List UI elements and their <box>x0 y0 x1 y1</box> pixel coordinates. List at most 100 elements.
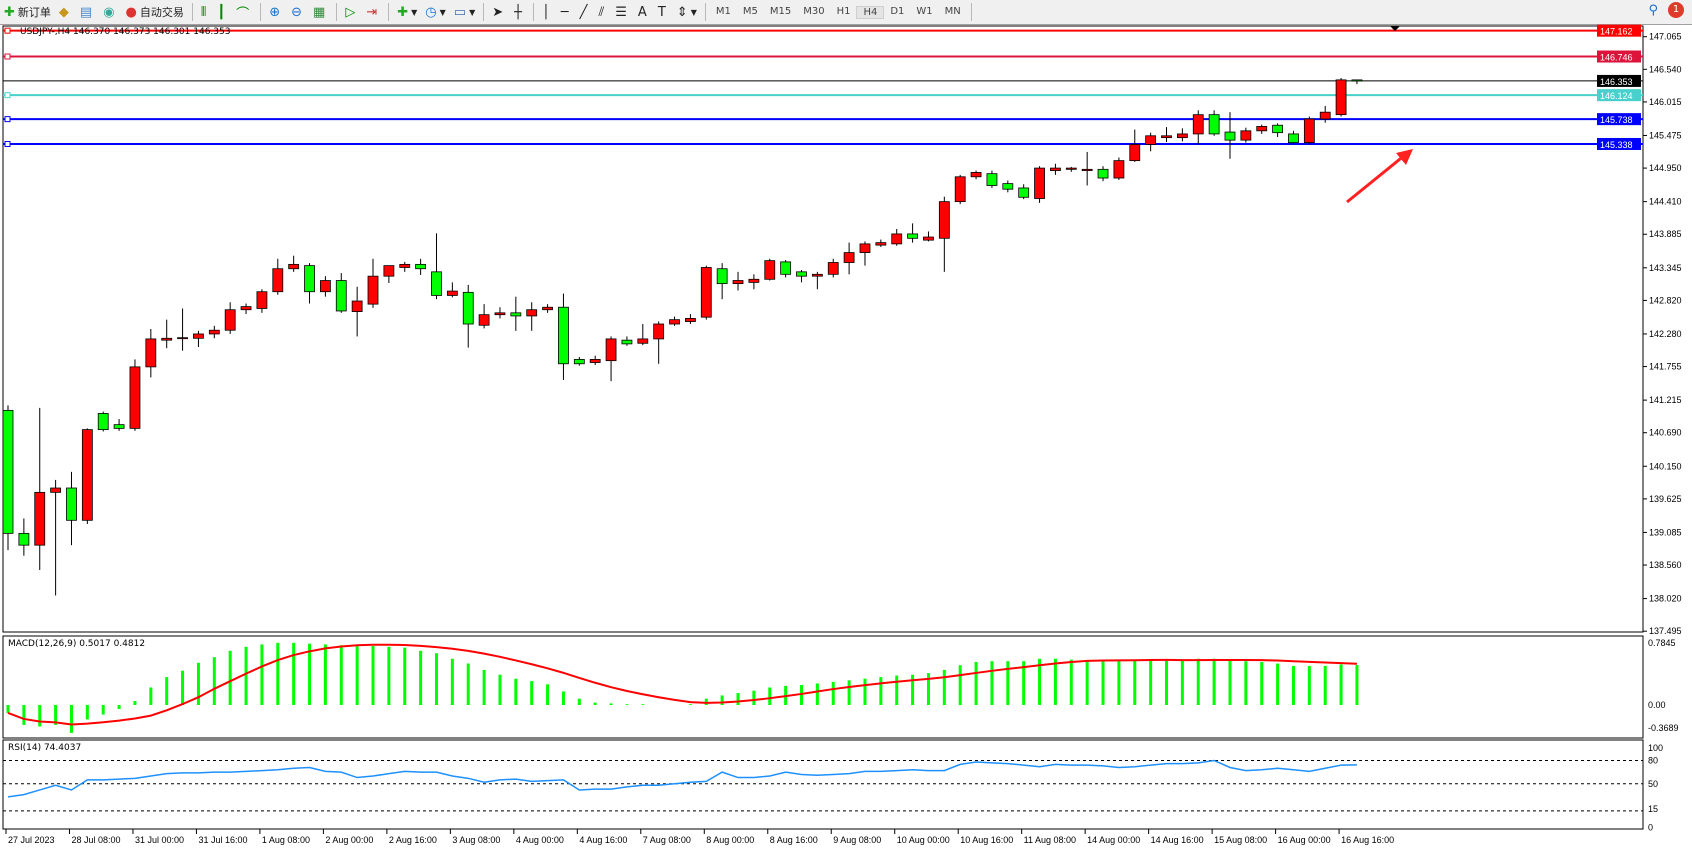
price-label-box <box>1597 50 1641 63</box>
candle <box>1288 130 1299 145</box>
candle-body <box>399 263 411 268</box>
vertical-line-button[interactable]: │ <box>538 1 557 23</box>
candle-body <box>796 271 807 277</box>
candle <box>1161 127 1172 142</box>
terminal-button[interactable]: ▤ <box>76 1 99 23</box>
timeframe-m1[interactable]: M1 <box>715 5 731 17</box>
candle-body <box>1113 160 1125 179</box>
tile-windows-button[interactable]: ▦ <box>309 1 332 23</box>
candle-body <box>526 309 538 317</box>
candle-body <box>319 280 331 293</box>
candle-body <box>1176 133 1188 139</box>
candle <box>1081 151 1093 186</box>
time-label: 10 Aug 16:00 <box>960 835 1013 845</box>
candle <box>685 314 696 325</box>
candle-body <box>732 280 744 285</box>
time-label: 14 Aug 16:00 <box>1151 835 1204 845</box>
notification-badge[interactable]: 1 <box>1668 2 1684 18</box>
line-chart-button[interactable]: ⌒ <box>232 1 256 23</box>
price-label: 145.738 <box>1600 115 1633 125</box>
timeframe-m5[interactable]: M5 <box>742 5 758 17</box>
price-tick-label: 146.015 <box>1649 97 1682 107</box>
candlestick-button[interactable]: ┃ <box>213 1 232 23</box>
rsi-pane <box>2 739 1644 830</box>
candle <box>700 265 712 320</box>
candle-body <box>446 290 458 296</box>
candle-body <box>685 318 696 322</box>
new-order-button[interactable]: ✚ 新订单 <box>4 4 51 20</box>
price-label-box <box>1597 24 1641 37</box>
price-tick-label: 146.540 <box>1649 64 1682 74</box>
candle <box>224 302 236 334</box>
candle-body <box>843 252 855 263</box>
line-anchor <box>4 53 11 60</box>
new-chart-button[interactable]: ✚ ▼ <box>393 1 421 23</box>
text-label-button[interactable]: T <box>654 1 673 23</box>
timeframe-d1[interactable]: D1 <box>890 5 905 17</box>
price-label: 146.746 <box>1600 53 1633 63</box>
candle <box>843 242 855 275</box>
candle <box>129 359 141 431</box>
toolbar: ✚ 新订单 ◆ ▤ ◉ ● 自动交易 ⫴ ┃ ⌒ ⊕ ⊖ ▦ ▷ ⇥ ✚ ▼ ◷ ▼ ▭… <box>0 0 1692 25</box>
candle <box>1018 184 1030 200</box>
timeframe-h4[interactable]: H4 <box>856 5 885 19</box>
main-pane <box>2 25 1644 633</box>
price-label-box <box>1597 137 1641 150</box>
candle <box>1319 105 1331 123</box>
arrows-button[interactable]: ⇕ ▼ <box>673 1 701 23</box>
candle <box>1050 163 1061 175</box>
candle-body <box>2 409 14 534</box>
candle <box>923 231 934 242</box>
price-label: 147.162 <box>1600 27 1633 37</box>
clock-icon: ◷ <box>425 4 437 20</box>
candle <box>811 271 823 290</box>
autoscroll-button[interactable]: ▷ <box>341 1 362 23</box>
candle <box>415 258 427 275</box>
equidistant-channel-icon: ⫽ <box>598 4 605 20</box>
price-tick-label: 143.885 <box>1649 229 1682 239</box>
search-icon[interactable]: ⚲ <box>1648 2 1658 18</box>
signals-button[interactable]: ◉ <box>99 1 121 23</box>
timeframe-w1[interactable]: W1 <box>916 5 933 17</box>
chart-shift-button[interactable]: ⇥ <box>362 1 384 23</box>
chevron-down-icon: ▼ <box>690 7 697 17</box>
template-icon: ▭ <box>453 4 467 20</box>
separator <box>336 3 338 21</box>
auto-trading-button[interactable]: ● 自动交易 <box>125 4 184 20</box>
cursor-button[interactable]: ➤ <box>488 1 510 23</box>
price-tick-label: 138.020 <box>1649 594 1682 604</box>
history-button[interactable]: ◆ <box>55 1 76 23</box>
crosshair-button[interactable]: ┼ <box>510 1 529 23</box>
horizontal-line-button[interactable]: ─ <box>557 1 576 23</box>
rsi-tick-label: 100 <box>1648 743 1663 753</box>
time-label: 2 Aug 16:00 <box>389 835 437 845</box>
timeframe-h1[interactable]: H1 <box>836 5 851 17</box>
zoom-in-button[interactable]: ⊕ <box>265 1 287 23</box>
candle <box>113 419 125 431</box>
candle-body <box>208 329 220 335</box>
candle <box>161 319 173 349</box>
fibonacci-button[interactable]: ☰ <box>611 1 634 23</box>
candle <box>351 286 363 337</box>
templates-button[interactable]: ▭ ▼ <box>450 1 479 23</box>
trendline-button[interactable]: ╱ <box>576 1 595 23</box>
timeframe-m30[interactable]: M30 <box>803 5 825 17</box>
candle-body <box>859 243 871 253</box>
equidistant-channel-button[interactable]: ⫽ <box>594 1 611 23</box>
candle-body <box>700 267 712 318</box>
timeframe-mn[interactable]: MN <box>944 5 961 17</box>
bar-chart-button[interactable]: ⫴ <box>197 1 213 23</box>
time-label: 31 Jul 00:00 <box>135 835 184 845</box>
price-tick-label: 144.410 <box>1649 197 1682 207</box>
candle-body <box>288 263 300 270</box>
periods-button[interactable]: ◷ ▼ <box>421 1 450 23</box>
candle <box>335 273 347 313</box>
zoom-out-icon: ⊖ <box>291 4 303 20</box>
candle-body <box>573 359 585 365</box>
text-button[interactable]: A <box>634 1 654 23</box>
zoom-out-button[interactable]: ⊖ <box>287 1 309 23</box>
timeframe-m15[interactable]: M15 <box>769 5 792 17</box>
text-icon: A <box>637 4 647 20</box>
candle <box>780 260 792 278</box>
